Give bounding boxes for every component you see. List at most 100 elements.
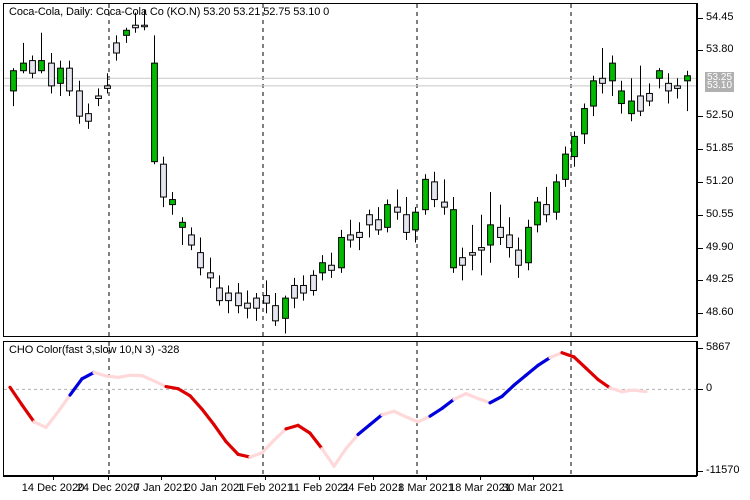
- candle[interactable]: [38, 32, 45, 74]
- candle[interactable]: [169, 191, 176, 215]
- candle[interactable]: [291, 277, 298, 309]
- candle[interactable]: [628, 78, 635, 122]
- candle[interactable]: [665, 73, 672, 104]
- price-axis[interactable]: 54.45 53.80 52.50 51.85 51.20 50.55 49.90 49.25…: [697, 3, 750, 337]
- candle[interactable]: [253, 293, 260, 321]
- candle-body: [216, 287, 223, 302]
- candle-body: [478, 247, 485, 251]
- candle[interactable]: [441, 179, 448, 215]
- candle[interactable]: [571, 131, 578, 167]
- candle[interactable]: [123, 27, 130, 43]
- date-axis[interactable]: 14 Dec 2020 24 Dec 2020 7 Jan 2021 20 Jan 2…: [3, 476, 697, 500]
- cho-line-segment: [428, 406, 444, 418]
- candle[interactable]: [450, 197, 457, 273]
- candle[interactable]: [674, 78, 681, 99]
- candle[interactable]: [403, 197, 410, 240]
- candle[interactable]: [263, 280, 270, 314]
- indicator-panel[interactable]: CHO Color(fast 3,slow 10,N 3) -328: [3, 341, 697, 476]
- price-axis-highlight-label[interactable]: 53.10: [705, 79, 735, 92]
- candle-body: [179, 221, 186, 228]
- candle[interactable]: [366, 209, 373, 238]
- candle[interactable]: [590, 75, 597, 117]
- candle[interactable]: [282, 295, 289, 334]
- candle[interactable]: [197, 237, 204, 276]
- date-axis-label: 20 Jan 2021: [184, 482, 246, 494]
- candle[interactable]: [384, 199, 391, 233]
- candle[interactable]: [394, 189, 401, 220]
- candle[interactable]: [656, 68, 663, 89]
- candle[interactable]: [534, 197, 541, 233]
- candle[interactable]: [66, 60, 73, 96]
- candle[interactable]: [543, 186, 550, 223]
- candle[interactable]: [310, 270, 317, 296]
- candle[interactable]: [646, 83, 653, 107]
- price-axis-label: 54.45: [706, 10, 734, 23]
- candle[interactable]: [618, 80, 625, 114]
- candle[interactable]: [562, 146, 569, 187]
- candle[interactable]: [684, 70, 691, 112]
- indicator-axis[interactable]: 5867 0 -11570: [697, 341, 750, 476]
- candle[interactable]: [487, 191, 494, 263]
- candle[interactable]: [104, 73, 111, 94]
- cho-line-segment: [296, 423, 312, 435]
- candle[interactable]: [347, 219, 354, 248]
- candle[interactable]: [525, 219, 532, 271]
- candle[interactable]: [235, 282, 242, 314]
- candle[interactable]: [57, 60, 64, 96]
- candle[interactable]: [160, 156, 167, 208]
- candle[interactable]: [188, 227, 195, 251]
- candle-body: [618, 90, 625, 105]
- candle[interactable]: [497, 204, 504, 246]
- candle[interactable]: [179, 217, 186, 246]
- candle[interactable]: [319, 255, 326, 281]
- candle-body: [534, 201, 541, 226]
- candle[interactable]: [216, 275, 223, 306]
- candle[interactable]: [431, 171, 438, 208]
- candle[interactable]: [29, 55, 36, 79]
- candle[interactable]: [356, 222, 363, 251]
- candle[interactable]: [95, 88, 102, 107]
- date-axis-label: 24 Feb 2021: [342, 482, 404, 494]
- candle[interactable]: [338, 229, 345, 273]
- candle[interactable]: [581, 103, 588, 144]
- candle[interactable]: [478, 214, 485, 276]
- candle[interactable]: [637, 65, 644, 117]
- candle[interactable]: [113, 35, 120, 61]
- candle-body: [562, 153, 569, 180]
- cho-line-segment: [92, 370, 108, 378]
- candle[interactable]: [515, 237, 522, 278]
- candle[interactable]: [76, 80, 83, 124]
- candle[interactable]: [328, 252, 335, 278]
- candle[interactable]: [244, 290, 251, 319]
- candle[interactable]: [141, 10, 148, 31]
- candle[interactable]: [48, 53, 55, 94]
- cho-line-segment: [476, 396, 492, 405]
- candle[interactable]: [132, 12, 139, 33]
- candle[interactable]: [85, 103, 92, 129]
- candle[interactable]: [272, 293, 279, 326]
- candle[interactable]: [506, 217, 513, 258]
- candle[interactable]: [225, 285, 232, 314]
- price-axis-label: 51.85: [706, 142, 734, 155]
- candle[interactable]: [20, 42, 27, 74]
- candle[interactable]: [375, 207, 382, 235]
- candle[interactable]: [599, 47, 606, 94]
- candle[interactable]: [422, 174, 429, 215]
- candle[interactable]: [207, 257, 214, 288]
- candle-body: [590, 80, 597, 107]
- candle[interactable]: [459, 247, 466, 281]
- cho-line-segment: [152, 379, 168, 389]
- price-chart-panel[interactable]: Coca-Cola, Daily: Coca-Cola Co (KO.N) 53…: [3, 3, 697, 337]
- candle[interactable]: [412, 207, 419, 243]
- candle-body: [328, 264, 335, 271]
- candle[interactable]: [469, 224, 476, 271]
- cho-line-segment: [248, 451, 264, 459]
- candle[interactable]: [553, 174, 560, 220]
- candle[interactable]: [151, 35, 158, 165]
- date-axis-label: 11 Feb 2021: [288, 482, 350, 494]
- candle-body: [207, 272, 214, 279]
- date-axis-label: 14 Dec 2020: [21, 482, 85, 494]
- candle[interactable]: [10, 68, 17, 107]
- candle[interactable]: [609, 55, 616, 96]
- candle[interactable]: [300, 275, 307, 301]
